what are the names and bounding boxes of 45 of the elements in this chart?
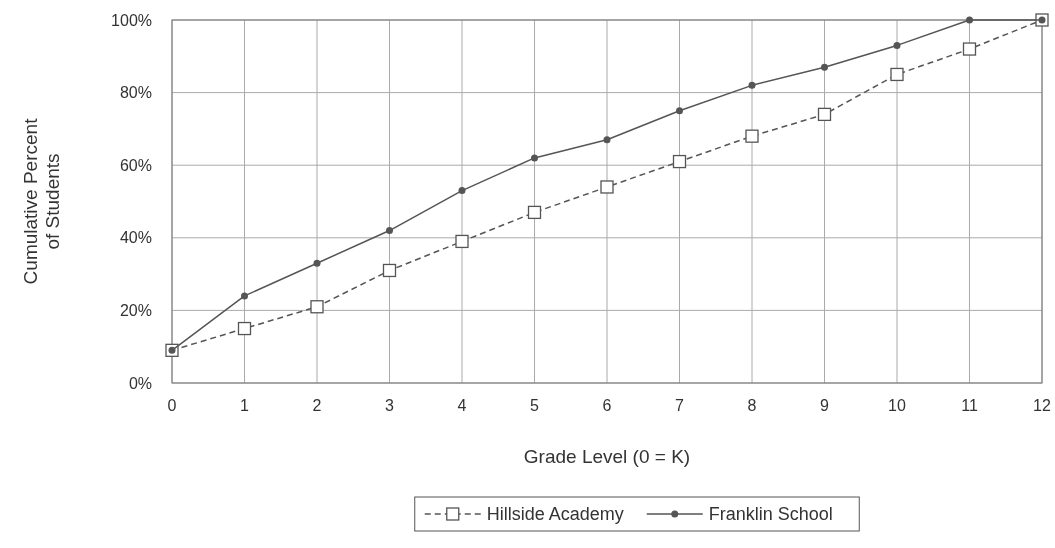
x-tick-label: 12 [1033,397,1051,414]
y-tick-label: 0% [128,374,152,392]
point [527,205,542,220]
legend-label: Hillside Academy [486,504,624,525]
point [310,300,324,314]
point [603,136,611,144]
x-tick-label: 4 [457,397,467,414]
point [237,321,252,336]
point [745,129,759,143]
point [600,180,614,194]
x-tick-label: 5 [530,397,540,414]
point [386,227,393,235]
x-tick-label: 2 [312,397,322,414]
x-tick-label: 10 [888,397,906,414]
point [458,187,466,195]
y-tick-label: 40% [119,229,152,247]
x-tick-label: 11 [961,397,978,414]
x-tick-label: 1 [240,397,250,414]
point [817,107,832,122]
point [962,42,977,56]
point [531,154,538,162]
x-tick-label: 9 [820,397,830,414]
point [241,292,248,300]
point [455,234,469,249]
legend-label: Franklin School [708,504,833,525]
x-tick-label: 7 [675,397,685,414]
x-tick-label: 8 [747,397,757,414]
x-axis-title: Grade Level (0 = K) [523,446,691,467]
x-tick-label: 3 [385,397,395,414]
point [821,63,828,71]
y-axis-title: Cumulative Percent of Students [20,117,63,285]
point [676,107,683,115]
point [890,67,904,82]
x-tick-label: 0 [167,397,177,414]
x-tick-label: 6 [602,397,612,414]
y-tick-label: 100% [111,11,152,29]
y-tick-label: 60% [119,156,152,174]
point [966,16,973,24]
point [748,81,756,89]
y-tick-label: 80% [119,84,152,102]
point [672,154,687,169]
point [893,41,901,49]
y-tick-label: 20% [119,302,152,319]
point [313,259,321,267]
point [382,263,397,278]
